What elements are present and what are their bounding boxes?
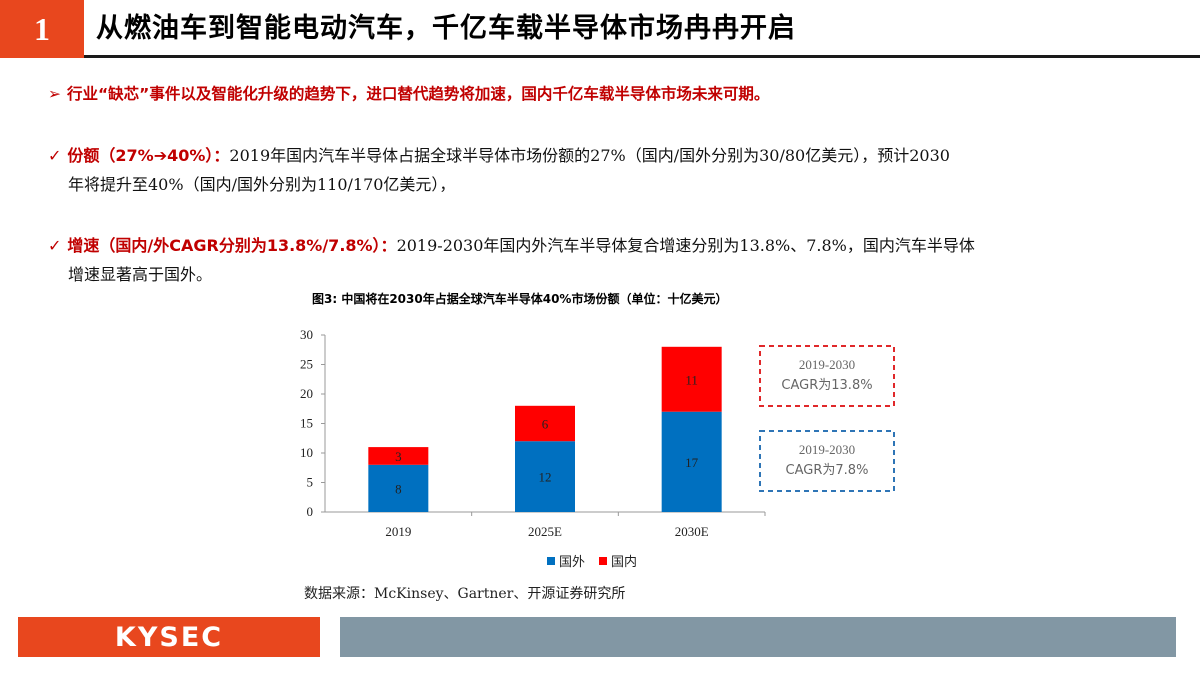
check-icon: ✓ (48, 236, 62, 255)
x-tick-label: 2030E (675, 524, 709, 539)
cagr-annotation-box (759, 430, 895, 492)
legend-label: 国内 (611, 554, 637, 570)
bar-foreign (515, 441, 575, 512)
x-tick-label: 2025E (528, 524, 562, 539)
bullet-growth-line1: 2019-2030年国内外汽车半导体复合增速分别为13.8%、7.8%，国内汽车… (396, 236, 975, 255)
chart-bars: 8 3 12 6 17 11 (368, 346, 722, 512)
footer-bar (340, 617, 1176, 657)
bar-data-label: 3 (395, 449, 402, 464)
bar-foreign (368, 464, 429, 512)
header-divider (84, 55, 1200, 58)
bar-domestic (515, 405, 575, 442)
stacked-bar-chart: 0510152025302019 2025E 2030E 831261711 国外国… (300, 327, 895, 570)
bullet-growth-label: 增速（国内/外CAGR分别为13.8%/7.8%）： (67, 236, 397, 255)
bullet-share: ✓ 份额（27%➔40%）：2019年国内汽车半导体占据全球半导体市场份额的27%… (48, 141, 1158, 199)
bullet-summary-text: 行业“缺芯”事件以及智能化升级的趋势下，进口替代趋势将加速，国内千亿车载半导体市… (67, 85, 770, 103)
x-tick-label: 2019 (385, 524, 411, 539)
bullet-growth: ✓ 增速（国内/外CAGR分别为13.8%/7.8%）：2019-2030年国内外… (48, 231, 1158, 289)
y-tick-label: 25 (300, 357, 313, 372)
y-tick-label: 0 (307, 504, 314, 519)
legend-label: 国外 (559, 555, 585, 570)
chart-legend: 国外 国内 (547, 554, 637, 570)
legend-swatch (599, 557, 607, 565)
y-tick-label: 15 (300, 416, 313, 431)
bullet-share-line1: 2019年国内汽车半导体占据全球半导体市场份额的27%（国内/国外分别为30/8… (229, 146, 950, 165)
kysec-logo: KYSEC (18, 617, 320, 657)
bullet-share-line2: 年将提升至40%（国内/国外分别为110/170亿美元）， (68, 175, 456, 194)
y-tick-label: 10 (300, 445, 313, 460)
y-tick-label: 20 (300, 386, 313, 401)
bar-data-label: 12 (539, 470, 552, 485)
bar-domestic (368, 447, 429, 465)
chart-annotations: 2019-2030 CAGR为13.8% 2019-2030 CAGR为7.8% (759, 345, 895, 492)
y-tick-label: 5 (307, 475, 314, 490)
page-footer: KYSEC (0, 617, 1200, 657)
page-title: 从燃油车到智能电动汽车，千亿车载半导体市场冉冉开启 (96, 13, 796, 44)
bar-data-label: 11 (685, 372, 698, 387)
y-tick-label: 30 (300, 327, 313, 342)
data-source: 数据来源：McKinsey、Gartner、开源证券研究所 (304, 586, 626, 602)
bar-domestic (661, 346, 722, 412)
cagr-annotation-box (759, 345, 895, 407)
page-header: 1 从燃油车到智能电动汽车，千亿车载半导体市场冉冉开启 (0, 0, 1200, 60)
legend-swatch (547, 557, 555, 565)
bar-foreign (661, 411, 722, 512)
chart-axes: 0 5 10 15 20 25 30 2019 2025E 2030E (300, 327, 766, 539)
section-number: 1 (0, 0, 84, 58)
figure-title: 图3: 中国将在2030年占据全球汽车半导体40%市场份额（单位：十亿美元） (312, 292, 728, 306)
check-icon: ✓ (48, 146, 62, 165)
cagr-annotation-line2: CAGR为13.8% (781, 378, 872, 393)
bullet-share-label: 份额（27%➔40%）： (67, 146, 230, 165)
bar-data-label: 17 (685, 455, 699, 470)
bar-data-label: 6 (542, 417, 549, 432)
bar-data-label: 8 (395, 481, 402, 496)
cagr-annotation-line2: CAGR为7.8% (786, 463, 869, 478)
cagr-annotation-line1: 2019-2030 (799, 442, 855, 457)
bullet-growth-line2: 增速显著高于国外。 (68, 265, 213, 284)
cagr-annotation-line1: 2019-2030 (799, 357, 855, 372)
bullet-summary: ➢ 行业“缺芯”事件以及智能化升级的趋势下，进口替代趋势将加速，国内千亿车载半导体… (48, 82, 769, 104)
arrow-bullet-icon: ➢ (48, 85, 61, 103)
